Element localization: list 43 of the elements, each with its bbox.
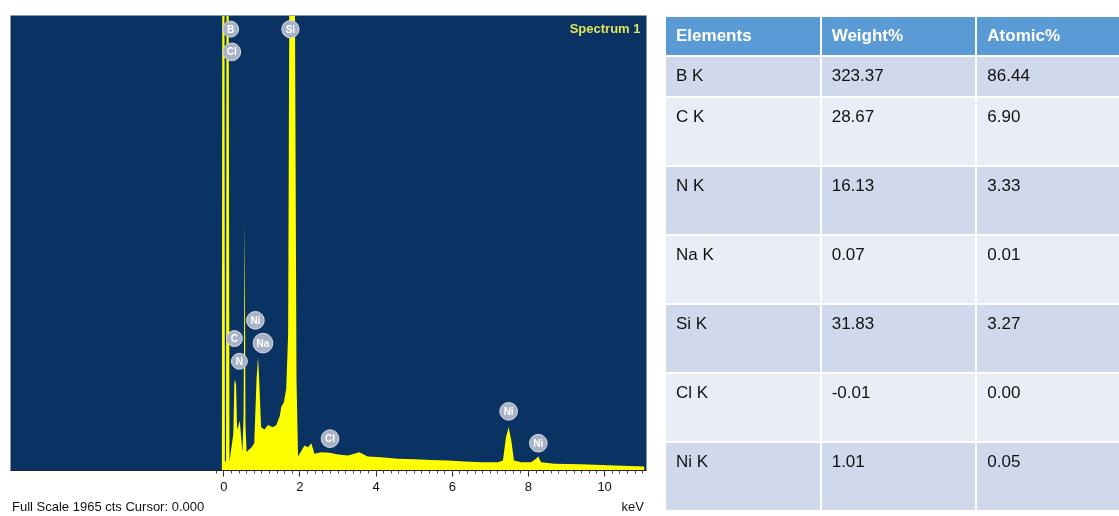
annotation: Ni xyxy=(503,405,514,417)
chart-title: Spectrum 1 xyxy=(569,20,641,36)
category-label: N K xyxy=(676,175,705,195)
text: 6.90 xyxy=(987,106,1021,126)
annotation: Ni xyxy=(533,437,544,449)
x-tick-label: 8 xyxy=(524,478,533,494)
annotation: Cl xyxy=(226,46,237,58)
text: 3.27 xyxy=(987,313,1021,333)
text: 86.44 xyxy=(987,66,1030,86)
x-tick-label: 2 xyxy=(296,478,304,494)
x-tick-label: 6 xyxy=(448,478,456,494)
text: Elements xyxy=(665,16,821,57)
annotation: Ni xyxy=(250,314,261,326)
text: 31.83 xyxy=(831,313,875,333)
text: 3.33 xyxy=(987,175,1021,195)
text: 0.05 xyxy=(987,451,1021,471)
category-label: Cl K xyxy=(676,382,709,402)
x-axis-title: keV xyxy=(621,498,644,516)
category-label: B K xyxy=(676,66,704,86)
text: -0.01 xyxy=(831,382,871,402)
annotation: Cl xyxy=(325,433,336,445)
annotation: Na xyxy=(256,337,270,349)
category-label: Ni K xyxy=(676,451,709,471)
category-label: Na K xyxy=(676,244,714,264)
x-tick-label: 10 xyxy=(597,478,612,494)
annotation: C xyxy=(230,333,239,345)
text: 16.13 xyxy=(831,175,875,195)
category-label: Weight% xyxy=(820,16,977,57)
text: 0.00 xyxy=(987,382,1021,402)
annotation: Si xyxy=(285,23,296,35)
x-tick-label: 4 xyxy=(372,478,380,494)
text: 323.37 xyxy=(831,66,884,86)
x-tick-label: 0 xyxy=(220,478,228,494)
text: 1.01 xyxy=(831,451,865,471)
category-label: Si K xyxy=(676,313,708,333)
annotation: B xyxy=(227,23,235,35)
annotation: N xyxy=(235,355,244,367)
text: Full Scale 1965 cts Cursor: 0.000 xyxy=(12,498,205,516)
category-label: C K xyxy=(676,106,705,126)
category-label: Atomic% xyxy=(976,16,1119,57)
text: 0.07 xyxy=(831,244,865,264)
text: 28.67 xyxy=(831,106,875,126)
text: 0.01 xyxy=(987,244,1021,264)
